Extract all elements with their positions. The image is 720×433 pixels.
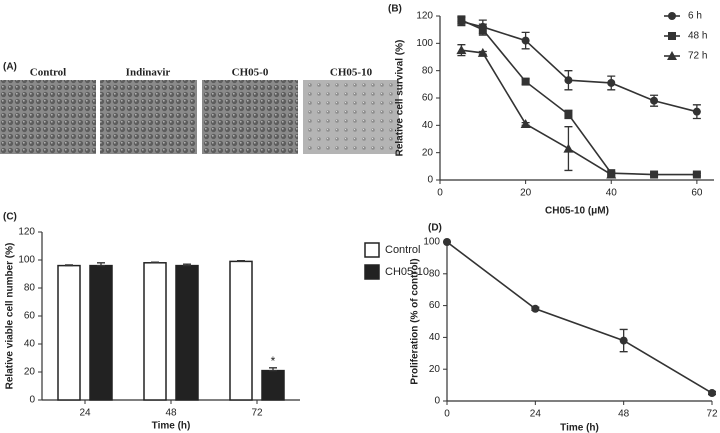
x-tick-label: 0: [444, 409, 450, 420]
error-bar: [237, 260, 245, 263]
error-bar: [97, 262, 105, 267]
legend-label: Control: [385, 244, 420, 256]
y-axis-label: Proliferation (% of control): [410, 258, 421, 384]
bar: [89, 264, 113, 401]
y-tick-label: 100: [423, 237, 440, 248]
micrograph: [0, 80, 96, 154]
legend-label: 48 h: [688, 31, 707, 42]
panel-label: (C): [3, 212, 17, 223]
marker: [477, 47, 488, 57]
bar: [261, 369, 285, 401]
x-tick-label: 48: [165, 408, 177, 419]
marker: [564, 110, 573, 119]
y-tick-label: 120: [18, 227, 35, 238]
error-bar: [65, 264, 73, 267]
marker: [692, 107, 701, 116]
x-tick-label: 24: [79, 408, 91, 419]
bar: [229, 260, 253, 401]
series-line: [461, 49, 612, 176]
marker: [619, 336, 628, 345]
marker: [520, 118, 531, 128]
y-axis-label: Relative viable cell number (%): [5, 243, 16, 390]
panel-label: (A): [3, 62, 17, 73]
y-tick-label: 20: [24, 367, 36, 378]
image-caption: CH05-10: [330, 67, 373, 79]
image-caption: Control: [30, 67, 66, 79]
y-tick-label: 80: [429, 268, 441, 279]
error-bar: [183, 263, 191, 267]
y-axis-label: Relative cell survival (%): [395, 40, 406, 157]
marker: [606, 169, 617, 179]
y-tick-label: 120: [416, 11, 433, 22]
y-tick-label: 20: [429, 364, 441, 375]
marker: [457, 16, 466, 25]
bar: [57, 264, 81, 401]
x-axis-label: CH05-10 (μM): [545, 206, 609, 217]
x-tick-label: 60: [691, 188, 703, 199]
marker: [668, 12, 676, 20]
marker: [564, 76, 573, 85]
micrograph: [303, 80, 399, 154]
panel-label: (B): [388, 4, 402, 15]
bar: [143, 262, 167, 401]
y-tick-label: 80: [422, 65, 434, 76]
y-tick-label: 0: [427, 175, 433, 186]
x-tick-label: 48: [618, 409, 630, 420]
x-tick-label: 72: [251, 408, 263, 419]
image-caption: CH05-0: [232, 67, 269, 79]
series-line: [461, 20, 698, 113]
x-tick-label: 20: [520, 188, 532, 199]
legend-swatch: [364, 242, 380, 258]
series-line: [461, 19, 697, 176]
marker: [531, 304, 540, 313]
y-tick-label: 80: [24, 283, 36, 294]
marker: [563, 143, 574, 153]
marker: [708, 389, 716, 398]
bar: [175, 264, 199, 401]
error-bar: [269, 367, 277, 372]
x-tick-label: 40: [606, 188, 618, 199]
x-tick-label: 24: [530, 409, 542, 420]
micrograph: [100, 80, 197, 154]
x-tick-label: 0: [437, 188, 443, 199]
x-axis-label: Time (h): [560, 423, 599, 433]
x-axis-label: Time (h): [152, 421, 191, 432]
y-tick-label: 100: [416, 38, 433, 49]
marker: [478, 25, 487, 34]
series-line: [446, 241, 713, 394]
marker: [607, 78, 616, 87]
marker: [668, 32, 676, 40]
marker: [692, 170, 701, 179]
significance-mark: *: [271, 354, 276, 368]
y-tick-label: 40: [429, 332, 441, 343]
y-tick-label: 100: [18, 255, 35, 266]
y-tick-label: 60: [429, 300, 441, 311]
marker: [521, 77, 530, 86]
micrograph: [202, 80, 298, 154]
marker: [650, 170, 659, 179]
marker: [456, 45, 467, 55]
y-tick-label: 40: [24, 339, 36, 350]
image-caption: Indinavir: [126, 67, 171, 79]
marker: [443, 238, 451, 246]
y-tick-label: 60: [24, 311, 36, 322]
legend-label: 72 h: [688, 51, 707, 62]
legend-label: 6 h: [688, 11, 702, 22]
y-tick-label: 20: [422, 147, 434, 158]
y-tick-label: 0: [434, 396, 440, 407]
y-tick-label: 0: [29, 395, 35, 406]
marker: [667, 51, 677, 60]
y-tick-label: 40: [422, 120, 434, 131]
marker: [521, 36, 530, 45]
y-tick-label: 60: [422, 93, 434, 104]
legend-swatch: [364, 264, 380, 280]
marker: [650, 96, 659, 105]
panel-label: (D): [428, 223, 442, 234]
x-tick-label: 72: [706, 409, 718, 420]
legend-label: CH05-10: [385, 266, 429, 278]
error-bar: [151, 261, 159, 264]
